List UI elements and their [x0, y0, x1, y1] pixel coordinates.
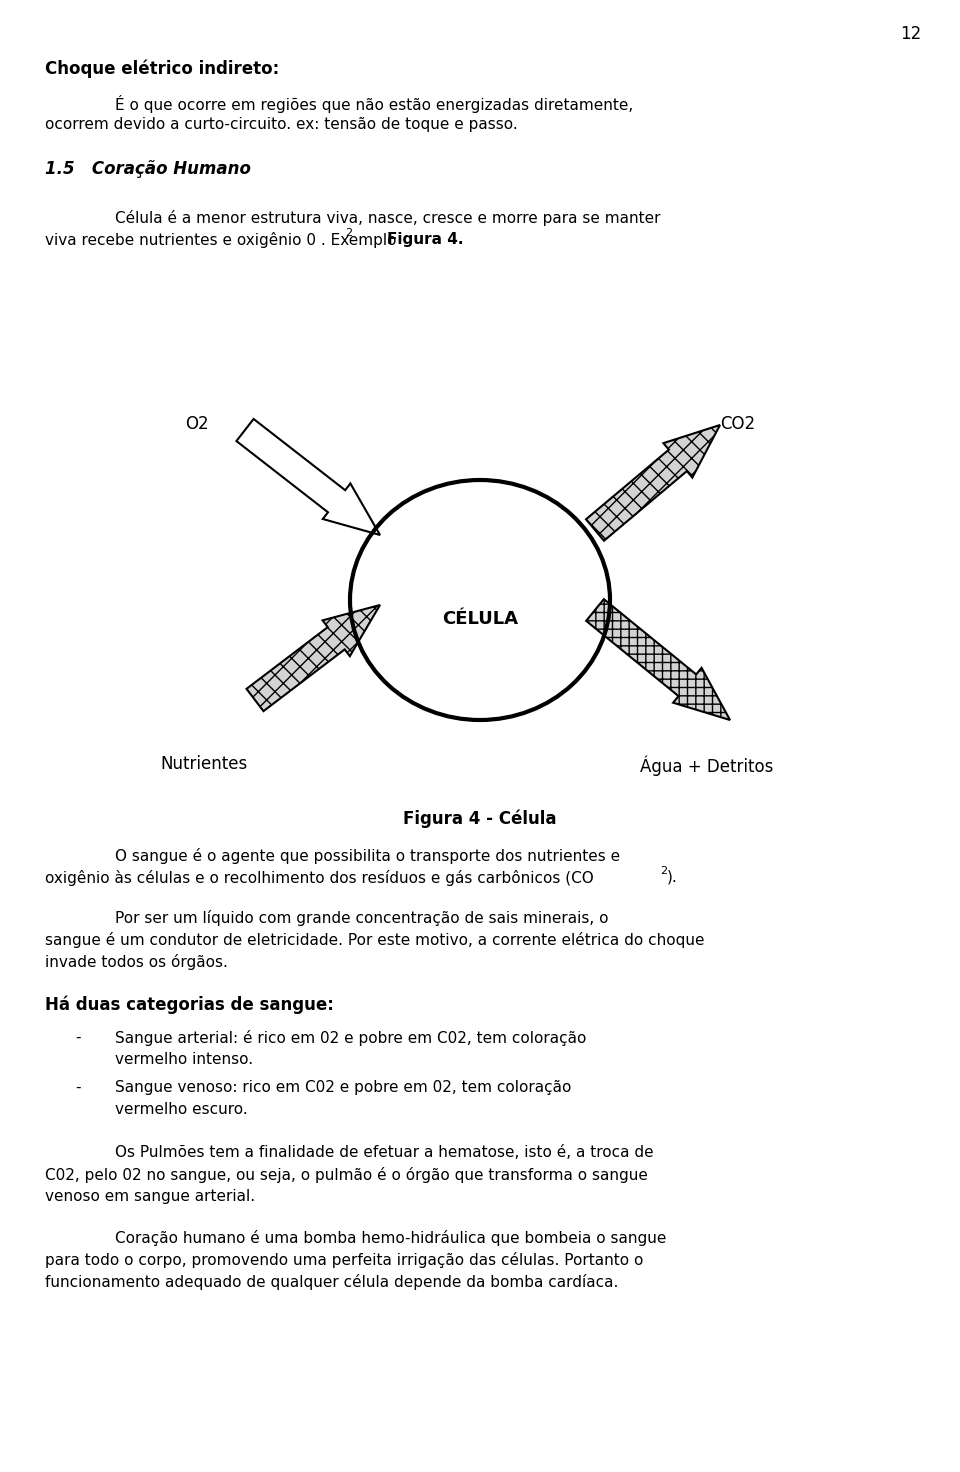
Text: venoso em sangue arterial.: venoso em sangue arterial. [45, 1189, 255, 1204]
Text: 12: 12 [900, 25, 922, 43]
Text: 2: 2 [660, 866, 667, 876]
Text: ocorrem devido a curto-circuito. ex: tensão de toque e passo.: ocorrem devido a curto-circuito. ex: ten… [45, 116, 517, 132]
Text: vermelho intenso.: vermelho intenso. [115, 1052, 253, 1067]
Text: sangue é um condutor de eletricidade. Por este motivo, a corrente elétrica do ch: sangue é um condutor de eletricidade. Po… [45, 932, 705, 948]
Text: -: - [75, 1030, 81, 1045]
Text: Choque elétrico indireto:: Choque elétrico indireto: [45, 60, 279, 78]
Text: É o que ocorre em regiões que não estão energizadas diretamente,: É o que ocorre em regiões que não estão … [115, 96, 634, 113]
FancyArrow shape [247, 605, 380, 711]
Text: Água + Detritos: Água + Detritos [640, 755, 774, 776]
Text: oxigênio às células e o recolhimento dos resíduos e gás carbônicos (CO: oxigênio às células e o recolhimento dos… [45, 870, 593, 886]
Text: Por ser um líquido com grande concentração de sais minerais, o: Por ser um líquido com grande concentraç… [115, 910, 609, 926]
Text: funcionamento adequado de qualquer célula depende da bomba cardíaca.: funcionamento adequado de qualquer célul… [45, 1273, 618, 1289]
Text: 1.5   Coração Humano: 1.5 Coração Humano [45, 160, 251, 178]
Text: para todo o corpo, promovendo uma perfeita irrigação das células. Portanto o: para todo o corpo, promovendo uma perfei… [45, 1253, 643, 1267]
Text: Coração humano é uma bomba hemo-hidráulica que bombeia o sangue: Coração humano é uma bomba hemo-hidráuli… [115, 1231, 666, 1245]
FancyArrow shape [586, 425, 720, 540]
Text: Os Pulmões tem a finalidade de efetuar a hematose, isto é, a troca de: Os Pulmões tem a finalidade de efetuar a… [115, 1145, 654, 1160]
Text: Figura 4.: Figura 4. [387, 233, 464, 247]
Text: C02, pelo 02 no sangue, ou seja, o pulmão é o órgão que transforma o sangue: C02, pelo 02 no sangue, ou seja, o pulmã… [45, 1167, 648, 1183]
Text: Há duas categorias de sangue:: Há duas categorias de sangue: [45, 995, 334, 1014]
Text: ).: ). [667, 870, 678, 885]
Text: CO2: CO2 [720, 415, 756, 433]
Text: 2: 2 [345, 228, 352, 238]
Text: viva recebe nutrientes e oxigênio 0 . Exemplo: viva recebe nutrientes e oxigênio 0 . Ex… [45, 233, 401, 247]
Text: O2: O2 [185, 415, 208, 433]
Text: invade todos os órgãos.: invade todos os órgãos. [45, 954, 228, 970]
Text: O sangue é o agente que possibilita o transporte dos nutrientes e: O sangue é o agente que possibilita o tr… [115, 848, 620, 864]
Text: Sangue arterial: é rico em 02 e pobre em C02, tem coloração: Sangue arterial: é rico em 02 e pobre em… [115, 1030, 587, 1047]
Text: Sangue venoso: rico em C02 e pobre em 02, tem coloração: Sangue venoso: rico em C02 e pobre em 02… [115, 1080, 571, 1095]
Text: Célula é a menor estrutura viva, nasce, cresce e morre para se manter: Célula é a menor estrutura viva, nasce, … [115, 210, 660, 227]
Text: vermelho escuro.: vermelho escuro. [115, 1103, 248, 1117]
Text: Nutrientes: Nutrientes [160, 755, 248, 773]
Text: CÉLULA: CÉLULA [442, 609, 518, 629]
FancyArrow shape [236, 420, 380, 534]
Text: Figura 4 - Célula: Figura 4 - Célula [403, 810, 557, 829]
Text: -: - [75, 1080, 81, 1095]
FancyArrow shape [587, 599, 730, 720]
